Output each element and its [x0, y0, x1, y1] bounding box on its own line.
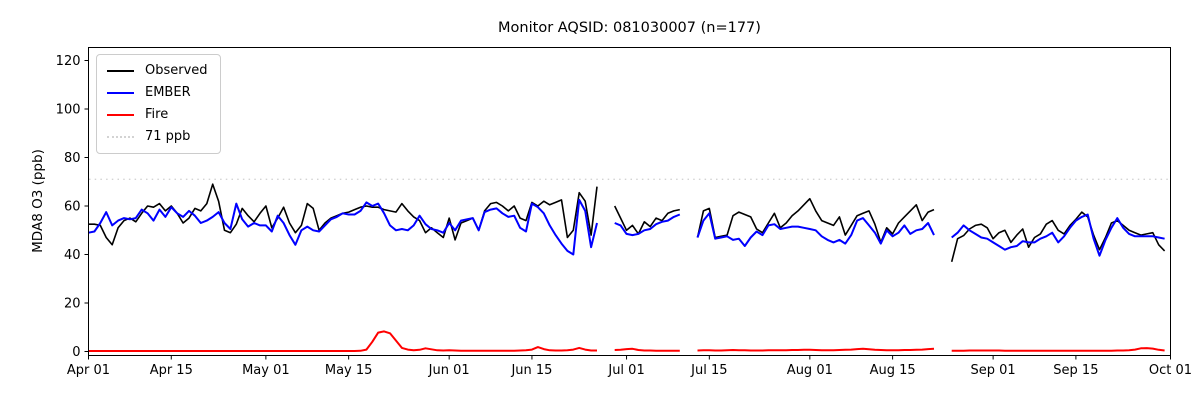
y-tick-label: 0 [72, 345, 80, 360]
legend-label: EMBER [145, 85, 191, 100]
y-tick-label: 80 [64, 151, 81, 166]
x-tick-label: Jul 01 [607, 363, 644, 378]
x-tick-label: Sep 15 [1053, 363, 1098, 378]
observed-line [88, 183, 1166, 262]
chart-title: Monitor AQSID: 081030007 (n=177) [498, 20, 761, 36]
fire-line [88, 330, 1165, 352]
legend-item-ember: EMBER [107, 85, 208, 101]
x-tick-label: Jul 15 [690, 363, 727, 378]
x-tick-label: Apr 15 [150, 363, 193, 378]
x-tick-label: Oct 01 [1149, 363, 1192, 378]
y-tick-label: 100 [56, 103, 81, 118]
x-tick-label: Jun 01 [428, 363, 470, 378]
x-tick-label: May 01 [242, 363, 290, 378]
plot-border [88, 47, 1171, 356]
legend-line-sample [107, 136, 134, 138]
ember-line [88, 198, 1165, 257]
legend-line-sample [107, 114, 134, 116]
x-tick-label: Jun 15 [510, 363, 552, 378]
legend: Observed EMBER Fire 71 ppb [96, 54, 221, 154]
x-tick-label: Apr 01 [67, 363, 110, 378]
legend-item-fire: Fire [107, 107, 208, 123]
legend-label: 71 ppb [145, 129, 191, 144]
x-tick-label: May 15 [325, 363, 373, 378]
y-tick-label: 60 [64, 200, 81, 215]
y-tick-label: 40 [64, 248, 81, 263]
x-tick-label: Sep 01 [971, 363, 1016, 378]
y-tick-label: 20 [64, 297, 81, 312]
y-tick-label: 120 [56, 54, 81, 69]
legend-label: Fire [145, 107, 169, 122]
x-tick-label: Aug 15 [870, 363, 916, 378]
legend-line-sample [107, 70, 134, 72]
legend-item-observed: Observed [107, 63, 208, 79]
legend-line-sample [107, 92, 134, 94]
x-tick-label: Aug 01 [787, 363, 833, 378]
legend-item-71-ppb: 71 ppb [107, 129, 208, 145]
legend-label: Observed [145, 63, 208, 78]
